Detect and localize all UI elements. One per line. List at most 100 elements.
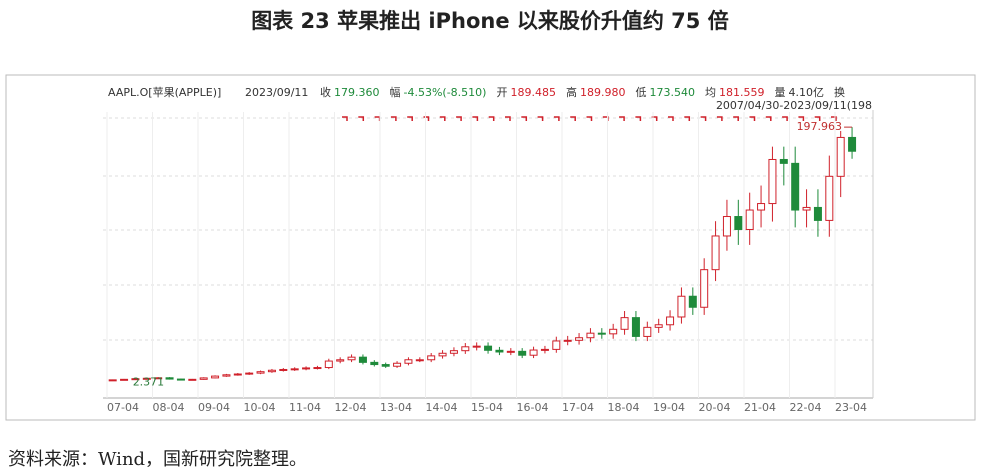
event-marker (407, 116, 413, 121)
event-marker (488, 116, 495, 121)
candle-body (597, 332, 606, 335)
candle-body (677, 295, 686, 318)
candle-body (358, 356, 367, 363)
candle-body (449, 350, 458, 354)
max-label: 197.963 (797, 120, 843, 133)
event-marker (831, 116, 837, 121)
event-marker (342, 116, 348, 121)
x-tick-label: 11-04 (289, 401, 321, 414)
x-tick-label: 23-04 (835, 401, 867, 414)
event-marker (586, 116, 593, 121)
x-tick-label: 15-04 (471, 401, 503, 414)
candle-body (120, 378, 129, 381)
candle-body (393, 362, 402, 367)
quote-label: 均 (705, 86, 716, 99)
event-marker (570, 116, 576, 121)
candle-body (267, 369, 276, 373)
event-marker (456, 116, 462, 121)
candle-body (142, 377, 151, 380)
event-marker (716, 116, 723, 121)
x-tick-label: 09-04 (198, 401, 230, 414)
candle-body (381, 364, 390, 367)
candle-body (131, 378, 140, 381)
quote-label: 低 (635, 86, 646, 99)
candle-body (347, 356, 356, 361)
event-marker (553, 116, 560, 121)
candle-body (643, 326, 652, 337)
quote-value: 173.540 (649, 86, 695, 99)
x-tick-label: 20-04 (699, 401, 731, 414)
candle-body (529, 349, 538, 356)
candle-body (631, 317, 640, 337)
quote-value: 189.485 (510, 86, 556, 99)
candle-body (540, 348, 549, 351)
quote-value: 189.980 (580, 86, 626, 99)
candle-body (154, 377, 163, 380)
event-marker (782, 116, 788, 121)
x-tick-label: 10-04 (244, 401, 276, 414)
candle-body (427, 355, 436, 361)
candle-body (620, 317, 629, 330)
candle-body (848, 136, 857, 152)
panel (5, 74, 976, 421)
event-marker (684, 116, 691, 121)
title: 图表 23 苹果推出 iPhone 以来股价升值约 75 倍 (251, 9, 728, 33)
candle-body (336, 359, 345, 362)
candle-body (245, 372, 254, 375)
candle-body (666, 316, 675, 326)
event-marker (765, 116, 772, 121)
candle-body (176, 378, 185, 381)
quote-label: 量 (774, 86, 785, 99)
x-tick-label: 19-04 (653, 401, 685, 414)
candle-body (233, 373, 242, 376)
event-marker (472, 116, 479, 121)
candle-body (472, 345, 481, 348)
candle-body (802, 206, 811, 211)
candle-body (484, 345, 493, 351)
candle-body (722, 216, 731, 237)
candle-body (165, 377, 174, 380)
candle-body (313, 367, 322, 370)
event-marker (798, 116, 805, 121)
candle-body (586, 332, 595, 339)
event-marker (358, 116, 365, 121)
event-marker (521, 116, 528, 121)
event-marker (700, 116, 707, 121)
candle-body (199, 377, 208, 380)
candle-body (290, 368, 299, 371)
quote-value: 179.360 (334, 86, 380, 99)
x-tick-label: 13-04 (380, 401, 412, 414)
quote-label: 收 (320, 85, 331, 99)
source: 资料来源：Wind，国新研究院整理。 (8, 449, 307, 470)
candle-body (552, 340, 561, 350)
quote-label: 换 (834, 85, 845, 99)
event-marker (635, 116, 642, 121)
candle-body (700, 269, 709, 308)
event-marker (390, 116, 397, 121)
candle-body (609, 328, 618, 335)
x-tick-label: 21-04 (744, 401, 776, 414)
candle-body (779, 158, 788, 164)
x-tick-label: 16-04 (517, 401, 549, 414)
candle-body (222, 374, 231, 377)
candle-body (279, 368, 288, 371)
candle-body (791, 162, 800, 211)
range-label: 2007/04/30-2023/09/11(198 (716, 99, 872, 112)
x-tick-label: 07-04 (107, 401, 139, 414)
candle-body (188, 378, 197, 381)
candle-body (211, 375, 220, 379)
x-tick-label: 22-04 (790, 401, 822, 414)
x-tick-label: 18-04 (608, 401, 640, 414)
candle-body (256, 371, 265, 374)
candle-body (654, 324, 663, 328)
candle-body (836, 136, 845, 177)
x-tick-label: 14-04 (426, 401, 458, 414)
candle-body (688, 295, 697, 308)
candle-body (768, 158, 777, 205)
event-marker (814, 116, 821, 121)
candle-body (734, 216, 743, 230)
candle-body (404, 359, 413, 364)
candle-body (563, 339, 572, 342)
candle-body (461, 346, 470, 352)
